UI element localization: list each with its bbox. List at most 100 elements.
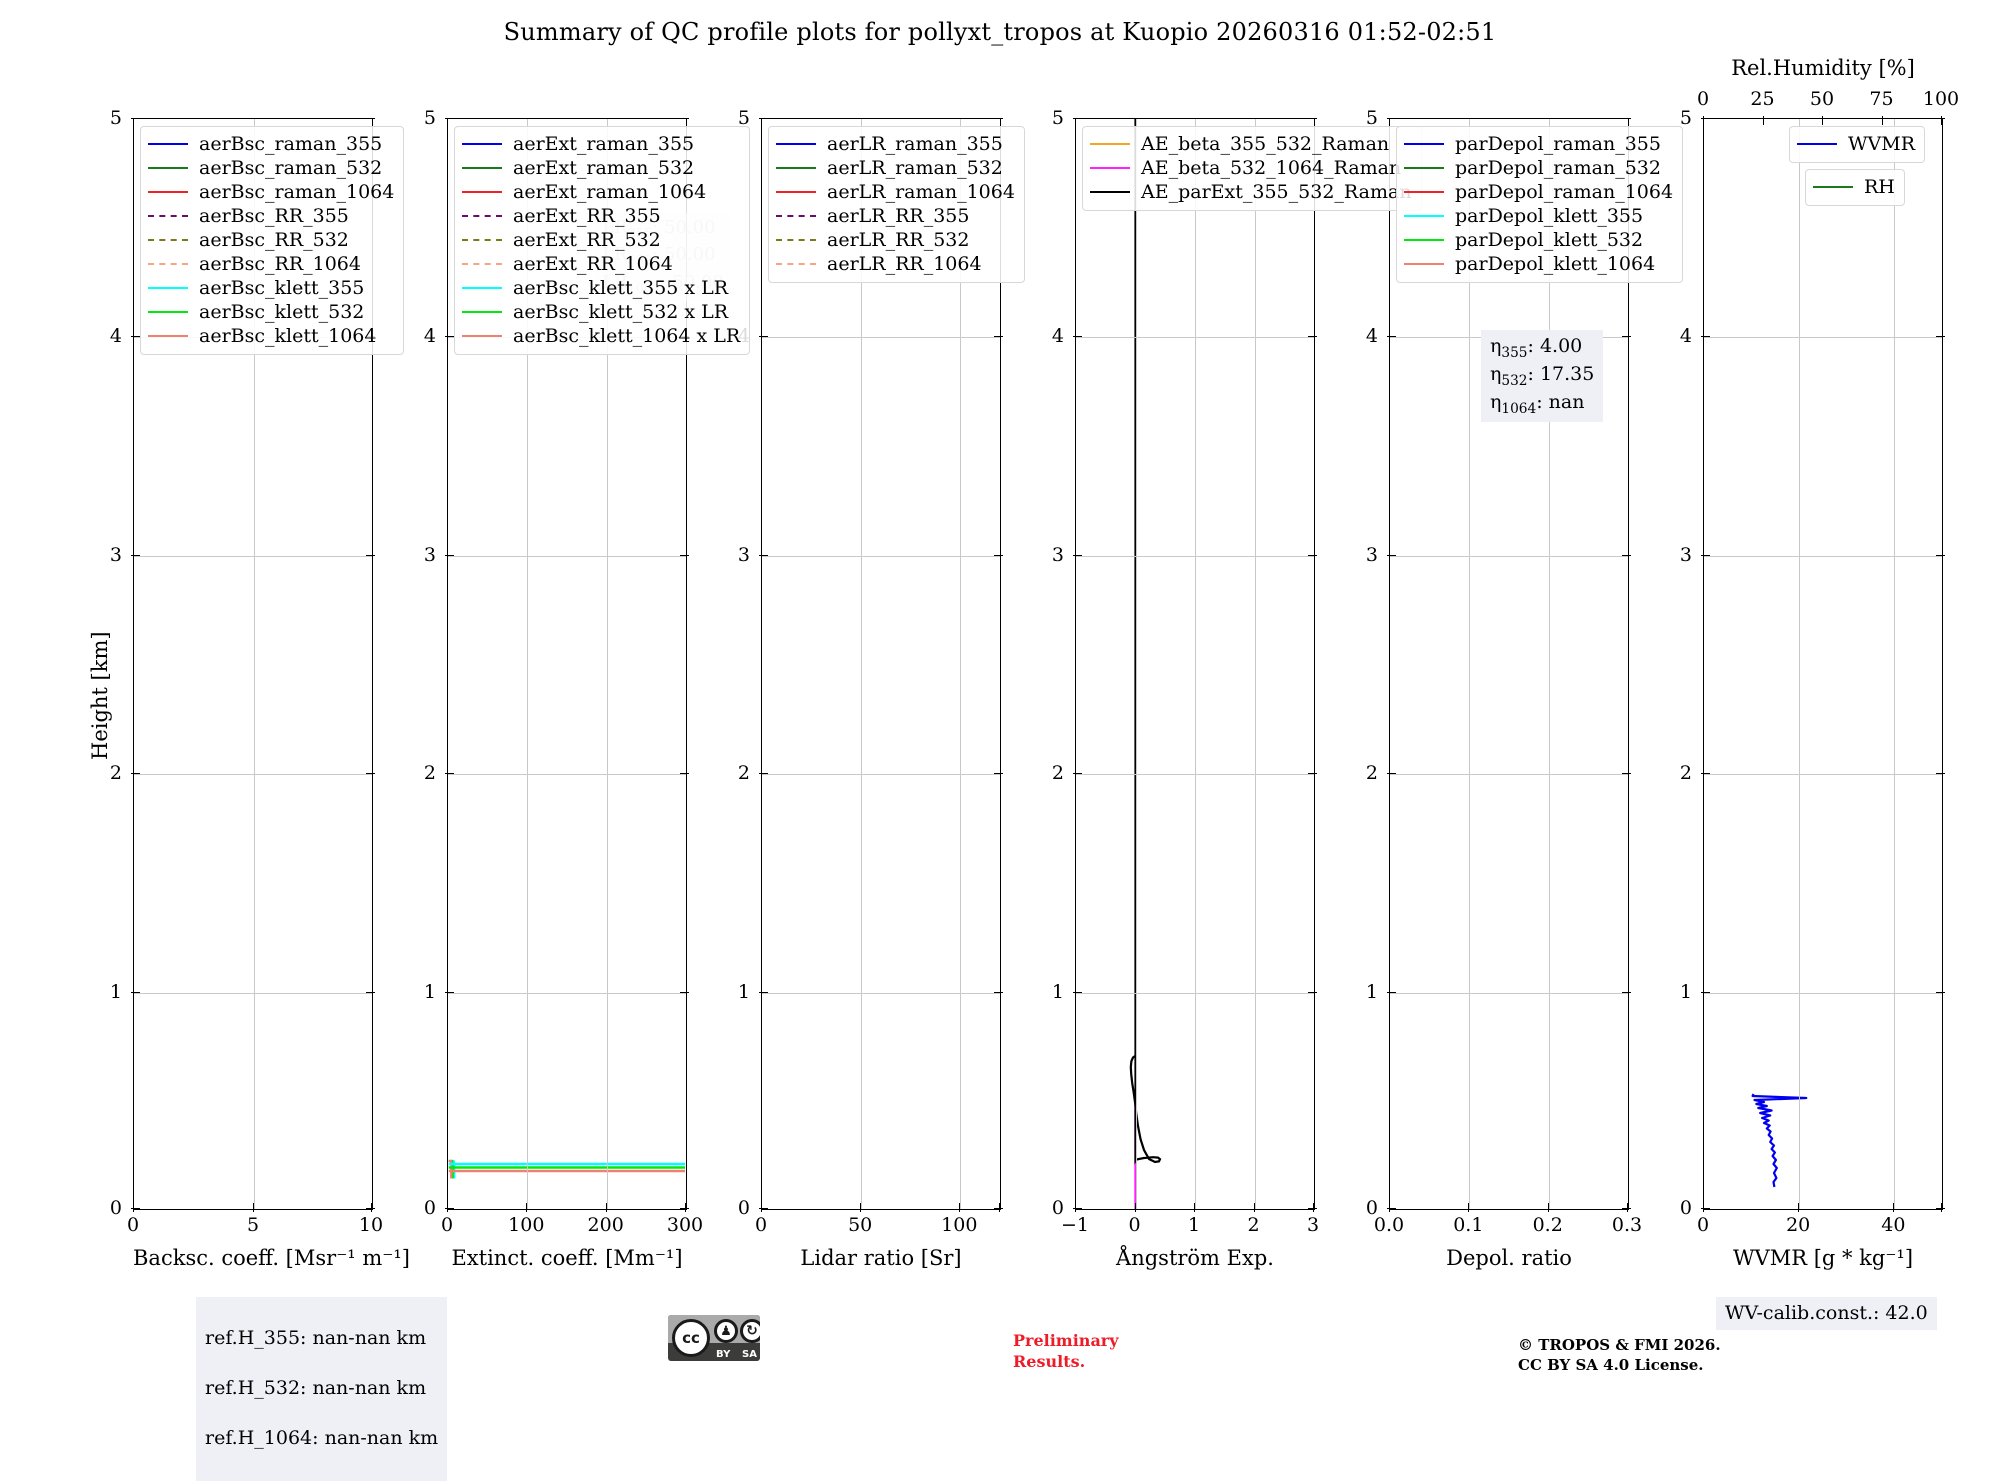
x-axis-title-wvmr: WVMR [g * kg⁻¹]	[1732, 1246, 1914, 1270]
y-tick-0: 0	[1679, 1197, 1692, 1219]
x-axis-title-extinction: Extinct. coeff. [Mm⁻¹]	[451, 1246, 683, 1270]
legend-color-swatch	[462, 287, 502, 289]
plot-area-wvmr-rh	[1703, 118, 1943, 1210]
x-axis-title-angstrom-exponent: Ångström Exp.	[1116, 1246, 1274, 1270]
legend-label: aerBsc_raman_355	[199, 132, 383, 155]
legend-color-swatch	[1090, 167, 1130, 169]
x-tick-label: 2	[1247, 1214, 1260, 1236]
legend-color-swatch	[776, 191, 816, 193]
eta-annotation: η355: 4.00 η532: 17.35 η1064: nan	[1481, 330, 1604, 422]
legend-depolarization-ratio[interactable]: parDepol_raman_355 parDepol_raman_532 parD…	[1396, 126, 1684, 283]
legend-label: AE_beta_532_1064_Raman	[1141, 156, 1402, 179]
legend-label: aerBsc_raman_1064	[199, 180, 395, 203]
legend-color-swatch	[776, 167, 816, 169]
legend-color-swatch	[148, 287, 188, 289]
legend-color-swatch	[776, 215, 816, 217]
legend-item: aerBsc_klett_355	[148, 276, 394, 300]
x-tick-label: 0	[1696, 1214, 1710, 1236]
legend-item: parDepol_klett_1064	[1404, 252, 1673, 276]
legend-color-swatch	[148, 263, 188, 265]
legend-label: parDepol_klett_1064	[1455, 252, 1656, 275]
x-tick-label: 50	[848, 1214, 873, 1236]
legend-item: aerLR_raman_1064	[776, 180, 1015, 204]
y-tick-0: 0	[1051, 1197, 1064, 1219]
panel-wvmr-rh: 0 1 2 3 4 5 0 20 40 WVMR [g * kg⁻¹] 0 25…	[1680, 56, 1959, 1270]
y-tick-2: 2	[423, 762, 436, 785]
legend-item: aerBsc_RR_532	[148, 228, 394, 252]
legend-label: aerLR_raman_355	[827, 132, 1003, 155]
legend-item: aerLR_RR_355	[776, 204, 1015, 228]
x-axis-title-backscatter: Backsc. coeff. [Msr⁻¹ m⁻¹]	[133, 1246, 410, 1270]
y-tick-3: 3	[1679, 543, 1692, 566]
x-tick-label: 3	[1306, 1214, 1320, 1236]
sa-icon: ↻	[740, 1319, 760, 1343]
legend-item: aerBsc_klett_355 x LR	[462, 276, 740, 300]
y-tick-5: 5	[423, 107, 436, 129]
eta-355-value: η355: 4.00	[1490, 335, 1583, 361]
legend-backscatter[interactable]: aerBsc_raman_355 aerBsc_raman_532 aerBsc_r…	[140, 126, 405, 355]
legend-color-swatch	[1404, 263, 1444, 265]
legend-color-swatch	[1404, 167, 1444, 169]
legend-color-swatch	[1090, 143, 1130, 145]
x-tick-label: 0	[754, 1214, 768, 1236]
legend-extinction[interactable]: aerExt_raman_355 aerExt_raman_532 aerExt_r…	[454, 126, 751, 355]
legend-rh[interactable]: RH	[1805, 169, 1905, 206]
legend-color-swatch	[462, 191, 502, 193]
y-tick-2: 2	[1051, 762, 1064, 785]
legend-item: aerLR_RR_532	[776, 228, 1015, 252]
legend-color-swatch	[776, 143, 816, 145]
legend-color-swatch	[1813, 186, 1853, 188]
legend-label: aerBsc_raman_532	[199, 156, 383, 179]
legend-item: aerBsc_klett_1064	[148, 324, 394, 348]
top-axis-title-rel-humidity: Rel.Humidity [%]	[1731, 56, 1915, 80]
legend-item: aerBsc_klett_1064 x LR	[462, 324, 740, 348]
x-tick-label: 0	[1128, 1214, 1141, 1236]
legend-item: aerExt_raman_1064	[462, 180, 740, 204]
legend-angstrom-exponent[interactable]: AE_beta_355_532_Raman AE_beta_532_1064_Ra…	[1082, 126, 1422, 211]
creative-commons-badge: cc ♟ ↻ BY SA	[668, 1315, 760, 1361]
y-axis-title: Height [km]	[88, 631, 112, 760]
y-tick-1: 1	[109, 980, 122, 1003]
legend-color-swatch	[148, 335, 188, 337]
legend-item: parDepol_klett_355	[1404, 204, 1673, 228]
y-tick-2: 2	[109, 762, 122, 785]
legend-label: aerBsc_klett_1064 x LR	[513, 324, 741, 347]
top-x-tick-label: 0	[1696, 88, 1710, 110]
legend-item: aerBsc_klett_532 x LR	[462, 300, 740, 324]
reference-height-box: ref.H_355: nan-nan km ref.H_532: nan-nan…	[196, 1297, 448, 1481]
legend-item: parDepol_raman_1064	[1404, 180, 1673, 204]
legend-label: aerBsc_klett_1064	[199, 324, 377, 347]
ref-height-1064: ref.H_1064: nan-nan km	[205, 1427, 439, 1450]
legend-wvmr[interactable]: WVMR	[1789, 126, 1926, 163]
legend-lidar-ratio[interactable]: aerLR_raman_355 aerLR_raman_532 aerLR_rama…	[768, 126, 1025, 283]
legend-color-swatch	[1797, 143, 1837, 145]
legend-item: AE_parExt_355_532_Raman	[1090, 180, 1412, 204]
legend-item: aerBsc_raman_355	[148, 132, 394, 156]
y-tick-3: 3	[423, 543, 436, 566]
y-tick-3: 3	[737, 543, 750, 566]
legend-color-swatch	[776, 239, 816, 241]
data-curves-extinction	[448, 1159, 685, 1179]
legend-color-swatch	[148, 191, 188, 193]
x-tick-label: 0	[440, 1214, 454, 1236]
panel-angstrom-exponent: 0 1 2 3 4 5 −1 0 1 2 3 Ångström Exp. AE_…	[1052, 107, 1422, 1270]
y-tick-5: 5	[1051, 107, 1064, 129]
legend-label: aerBsc_RR_355	[199, 204, 349, 227]
plot-area-angstrom-exponent	[1075, 118, 1315, 1210]
legend-label: aerLR_RR_532	[827, 228, 970, 251]
legend-item: aerLR_RR_1064	[776, 252, 1015, 276]
data-curves-wvmr-rh	[1751, 1093, 1808, 1188]
y-tick-4: 4	[109, 325, 122, 348]
y-tick-5: 5	[1365, 107, 1378, 129]
legend-label: aerExt_raman_1064	[513, 180, 707, 203]
x-tick-label: 100	[941, 1214, 978, 1236]
y-tick-0: 0	[109, 1197, 122, 1219]
legend-label: aerBsc_klett_532 x LR	[513, 300, 729, 323]
legend-color-swatch	[148, 215, 188, 217]
legend-label: aerBsc_klett_532	[199, 300, 365, 323]
legend-item: aerExt_raman_355	[462, 132, 740, 156]
y-tick-4: 4	[1051, 325, 1064, 348]
legend-color-swatch	[1404, 239, 1444, 241]
y-tick-0: 0	[737, 1197, 750, 1219]
x-tick-label: 10	[358, 1214, 384, 1236]
